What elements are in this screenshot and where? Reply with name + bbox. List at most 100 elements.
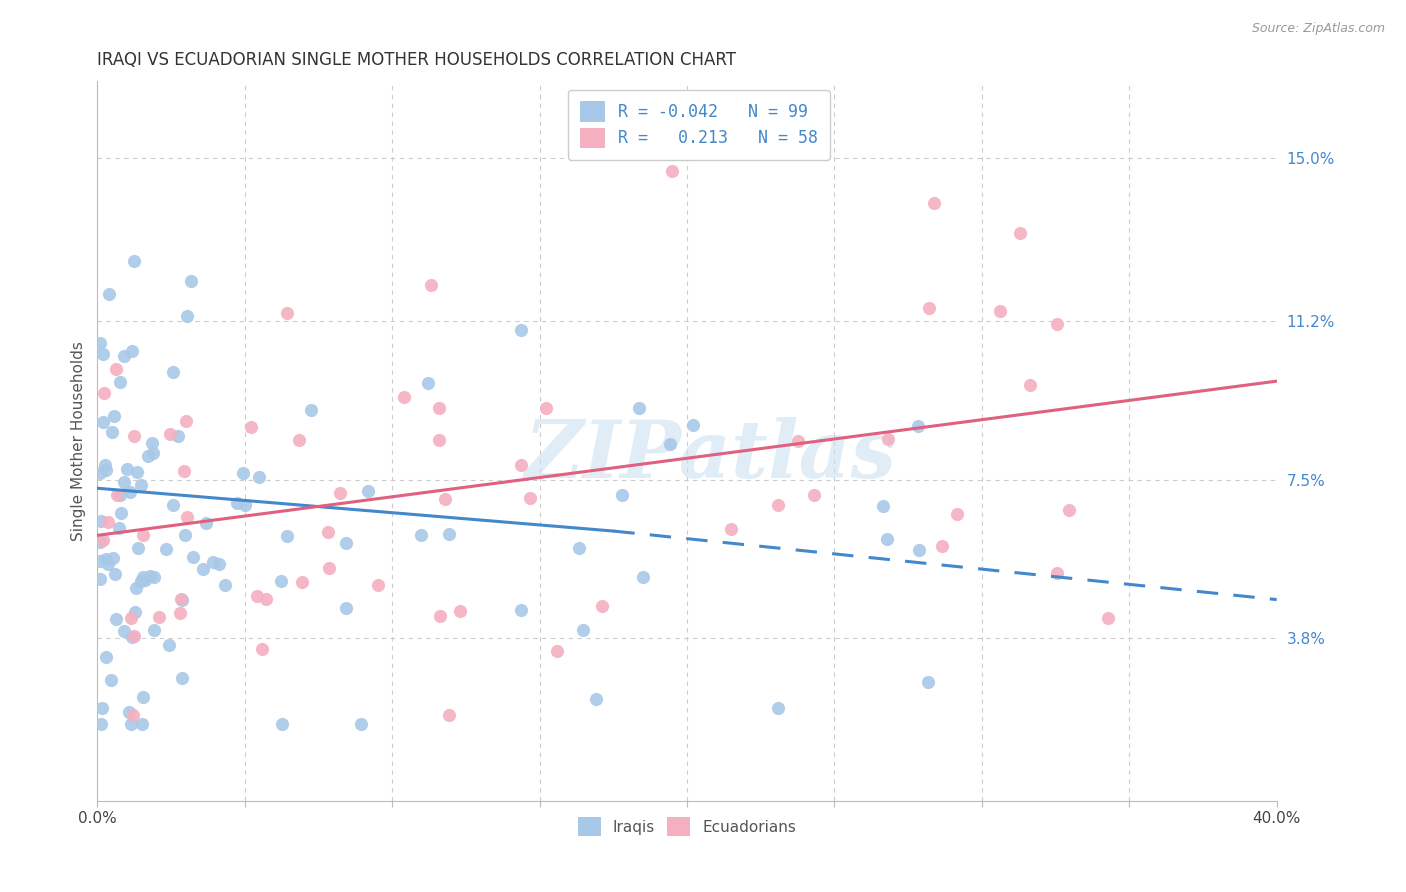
Point xyxy=(239,419,262,434)
Point xyxy=(335,535,357,549)
Point xyxy=(917,674,939,689)
Point xyxy=(427,433,450,447)
Point xyxy=(572,624,595,638)
Point xyxy=(131,716,153,731)
Point xyxy=(90,716,112,731)
Point xyxy=(94,552,117,566)
Point xyxy=(720,522,742,536)
Point xyxy=(169,607,191,621)
Point xyxy=(107,521,129,535)
Point xyxy=(658,437,681,451)
Point xyxy=(208,558,231,572)
Text: ZIPatlas: ZIPatlas xyxy=(524,417,897,494)
Point xyxy=(103,551,125,566)
Point xyxy=(290,574,312,589)
Point xyxy=(110,506,132,520)
Point xyxy=(568,541,591,556)
Point xyxy=(682,417,704,432)
Point xyxy=(155,542,177,557)
Point xyxy=(610,488,633,502)
Point xyxy=(148,610,170,624)
Point xyxy=(120,485,142,500)
Point xyxy=(232,466,254,480)
Point xyxy=(101,425,124,440)
Point xyxy=(945,507,967,521)
Point xyxy=(162,365,184,379)
Point xyxy=(91,533,114,547)
Point xyxy=(316,525,339,540)
Point xyxy=(112,475,135,489)
Point xyxy=(115,462,138,476)
Point xyxy=(427,401,450,415)
Point xyxy=(270,716,292,731)
Point xyxy=(416,376,439,390)
Point xyxy=(509,603,531,617)
Text: IRAQI VS ECUADORIAN SINGLE MOTHER HOUSEHOLDS CORRELATION CHART: IRAQI VS ECUADORIAN SINGLE MOTHER HOUSEH… xyxy=(97,51,737,69)
Point xyxy=(121,344,143,359)
Point xyxy=(176,309,198,323)
Point xyxy=(120,716,142,731)
Point xyxy=(276,306,298,320)
Point xyxy=(110,375,132,389)
Point xyxy=(214,578,236,592)
Point xyxy=(509,458,531,473)
Point xyxy=(872,499,894,513)
Point xyxy=(409,528,432,542)
Point xyxy=(786,434,808,448)
Point xyxy=(877,432,900,446)
Point xyxy=(122,254,145,268)
Point xyxy=(931,539,953,553)
Point xyxy=(661,164,683,178)
Point xyxy=(89,335,111,350)
Point xyxy=(591,599,613,614)
Point xyxy=(768,498,790,512)
Point xyxy=(143,569,166,583)
Point xyxy=(131,690,153,705)
Point xyxy=(1018,377,1040,392)
Point xyxy=(120,611,142,625)
Point xyxy=(173,464,195,478)
Point xyxy=(433,491,456,506)
Point xyxy=(318,560,340,574)
Point xyxy=(233,498,256,512)
Point xyxy=(104,612,127,626)
Point xyxy=(96,515,118,529)
Point xyxy=(159,426,181,441)
Point xyxy=(125,582,148,596)
Point xyxy=(202,555,225,569)
Point xyxy=(252,642,274,657)
Point xyxy=(585,692,607,706)
Point xyxy=(105,488,128,502)
Point xyxy=(97,557,120,571)
Point xyxy=(170,591,193,606)
Point xyxy=(766,700,789,714)
Point xyxy=(89,572,111,586)
Point xyxy=(627,401,650,416)
Point xyxy=(134,574,156,588)
Point xyxy=(191,562,214,576)
Point xyxy=(918,301,941,315)
Point xyxy=(103,409,125,424)
Point xyxy=(132,528,155,542)
Point xyxy=(89,553,111,567)
Point xyxy=(180,274,202,288)
Point xyxy=(167,429,190,443)
Point xyxy=(270,574,292,589)
Point xyxy=(449,604,471,618)
Point xyxy=(129,574,152,588)
Point xyxy=(922,195,945,210)
Point xyxy=(876,532,898,546)
Point xyxy=(172,671,194,685)
Point xyxy=(246,589,269,603)
Point xyxy=(510,323,533,337)
Point xyxy=(546,644,568,658)
Point xyxy=(139,569,162,583)
Point xyxy=(122,629,145,643)
Point xyxy=(138,449,160,463)
Point xyxy=(437,708,460,723)
Point xyxy=(357,484,380,499)
Point xyxy=(90,514,112,528)
Point xyxy=(1057,503,1080,517)
Point xyxy=(157,638,180,652)
Point xyxy=(367,578,389,592)
